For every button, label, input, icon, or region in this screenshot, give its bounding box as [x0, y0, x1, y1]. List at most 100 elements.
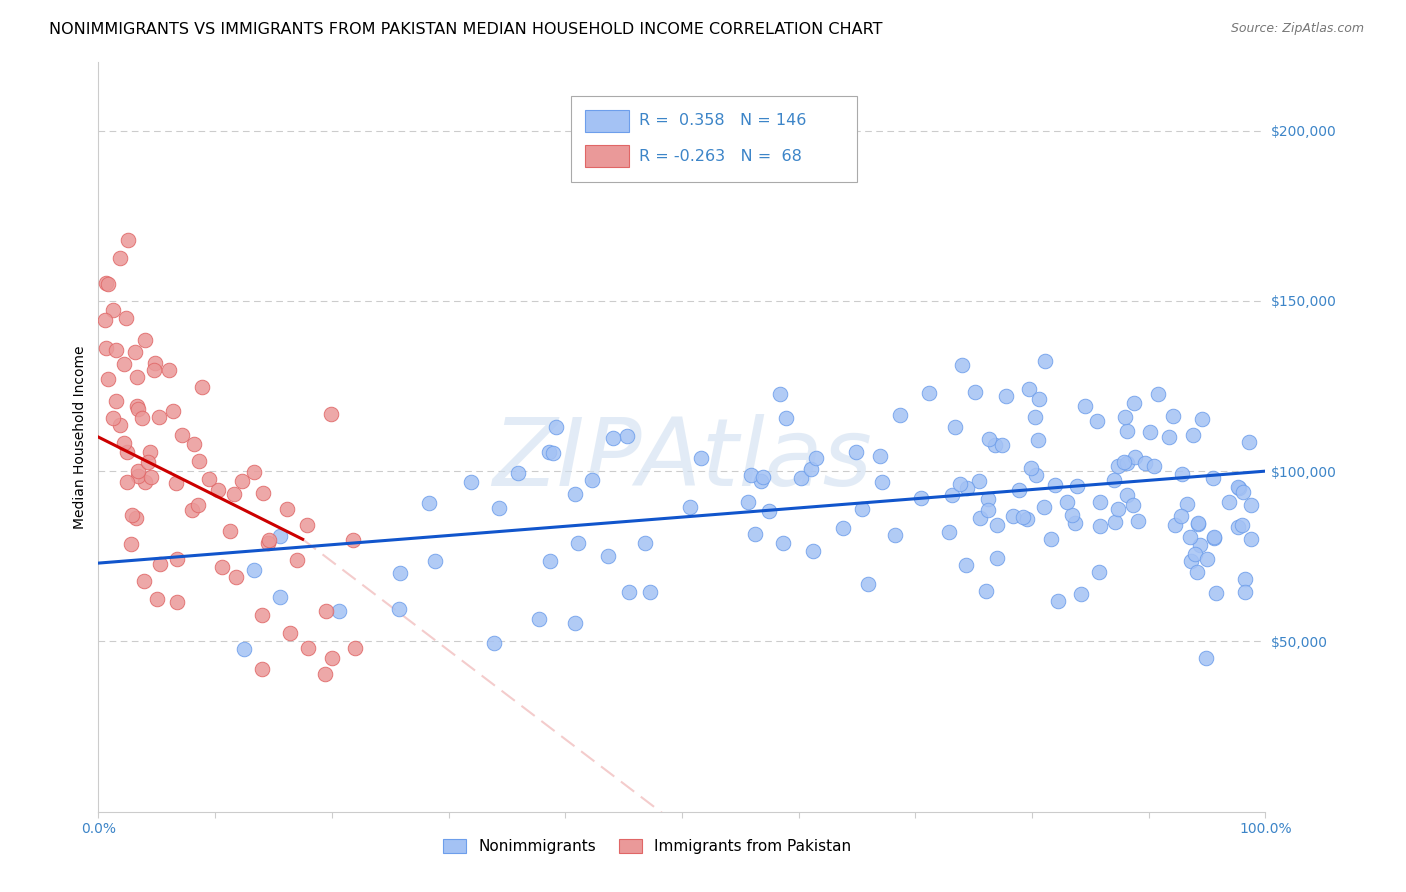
Point	[124, 345, 146, 359]
FancyBboxPatch shape	[571, 96, 858, 182]
Point	[1237, 435, 1260, 450]
Point	[1185, 565, 1208, 579]
Point	[1102, 473, 1125, 487]
Point	[1175, 497, 1198, 511]
Point	[114, 436, 136, 450]
Point	[120, 536, 142, 550]
Point	[1026, 433, 1049, 447]
Point	[634, 535, 657, 549]
Point	[183, 436, 205, 450]
Point	[1171, 467, 1194, 481]
Point	[769, 387, 792, 401]
Point	[186, 499, 208, 513]
Point	[1205, 586, 1227, 600]
Point	[984, 438, 1007, 452]
Point	[131, 411, 153, 425]
Point	[986, 550, 1008, 565]
Point	[157, 362, 180, 376]
Point	[564, 487, 586, 501]
Point	[506, 466, 529, 480]
Point	[190, 380, 212, 394]
Point	[1227, 481, 1250, 495]
Point	[115, 475, 138, 489]
Point	[1195, 650, 1218, 665]
Point	[101, 303, 124, 318]
Point	[127, 468, 149, 483]
Point	[775, 411, 797, 425]
Point	[97, 277, 120, 291]
Point	[1232, 484, 1254, 499]
Text: NONIMMIGRANTS VS IMMIGRANTS FROM PAKISTAN MEDIAN HOUSEHOLD INCOME CORRELATION CH: NONIMMIGRANTS VS IMMIGRANTS FROM PAKISTA…	[49, 22, 883, 37]
Point	[918, 386, 941, 401]
Point	[1125, 450, 1147, 465]
Point	[1043, 478, 1066, 492]
Point	[602, 432, 624, 446]
Point	[127, 369, 149, 384]
Point	[225, 570, 247, 584]
Point	[287, 553, 309, 567]
Point	[845, 444, 868, 458]
Point	[148, 409, 170, 424]
Point	[1122, 498, 1144, 512]
Point	[1115, 425, 1137, 439]
Point	[1240, 498, 1263, 512]
Point	[388, 602, 411, 616]
Point	[938, 525, 960, 540]
Point	[856, 577, 879, 591]
Point	[1008, 483, 1031, 497]
Point	[117, 233, 139, 247]
Point	[423, 554, 446, 568]
Text: Source: ZipAtlas.com: Source: ZipAtlas.com	[1230, 22, 1364, 36]
Point	[1104, 515, 1126, 529]
Point	[1060, 508, 1083, 522]
Point	[108, 418, 131, 433]
Point	[950, 358, 973, 372]
Point	[963, 384, 986, 399]
Point	[1181, 427, 1204, 442]
Point	[948, 477, 970, 491]
Point	[127, 464, 149, 478]
Point	[142, 362, 165, 376]
Point	[529, 612, 551, 626]
Point	[1188, 538, 1211, 552]
Point	[1126, 514, 1149, 528]
Point	[1139, 425, 1161, 440]
Point	[1232, 517, 1254, 532]
Point	[172, 428, 194, 442]
Point	[889, 409, 911, 423]
Point	[1180, 530, 1202, 544]
Point	[1019, 460, 1042, 475]
Point	[955, 558, 977, 573]
Point	[1204, 531, 1226, 545]
Point	[581, 474, 603, 488]
Point	[134, 333, 156, 347]
Point	[740, 468, 762, 483]
Point	[543, 446, 565, 460]
Point	[96, 341, 118, 355]
Point	[1201, 471, 1223, 485]
Point	[986, 518, 1008, 533]
Point	[1184, 548, 1206, 562]
Point	[166, 595, 188, 609]
Point	[1133, 456, 1156, 470]
Point	[967, 474, 990, 488]
Point	[103, 411, 125, 425]
Point	[321, 651, 343, 665]
Point	[297, 641, 319, 656]
Point	[1047, 594, 1070, 608]
Point	[567, 535, 589, 549]
Text: R =  0.358   N = 146: R = 0.358 N = 146	[638, 113, 806, 128]
Point	[1147, 387, 1170, 401]
Point	[596, 549, 619, 564]
Point	[1024, 409, 1046, 424]
Point	[139, 470, 162, 484]
Point	[94, 276, 117, 290]
Point	[1218, 495, 1240, 509]
Point	[222, 487, 245, 501]
Point	[127, 402, 149, 417]
Point	[162, 404, 184, 418]
Point	[869, 450, 891, 464]
Point	[883, 527, 905, 541]
Point	[125, 511, 148, 525]
Point	[955, 481, 977, 495]
